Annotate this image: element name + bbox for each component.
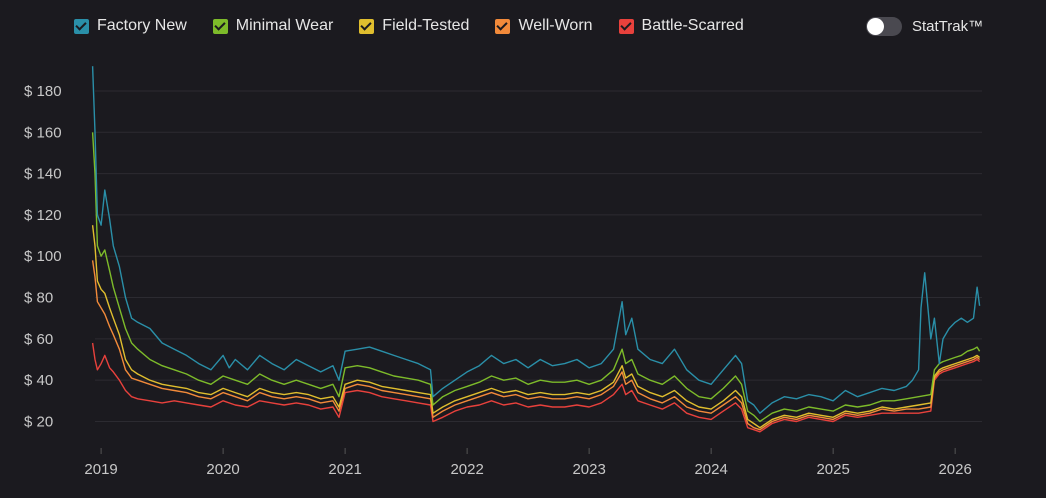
y-tick-label: $ 180 [24, 83, 62, 100]
legend-label: Factory New [97, 17, 187, 34]
legend-label: Minimal Wear [235, 17, 334, 34]
y-tick-label: $ 140 [24, 166, 62, 183]
y-tick-label: $ 40 [24, 372, 53, 389]
y-tick-label: $ 60 [24, 331, 53, 348]
stattrak-toggle[interactable]: StatTrak™ [866, 17, 983, 36]
legend-item-battle-scarred[interactable]: Battle-Scarred [618, 17, 744, 35]
checkbox-icon[interactable] [359, 18, 375, 34]
x-tick-label: 2019 [84, 461, 117, 478]
legend-label: Field-Tested [382, 17, 470, 34]
legend-label: Well-Worn [518, 17, 593, 34]
legend-item-factory-new[interactable]: Factory New [74, 17, 187, 35]
legend-label: Battle-Scarred [641, 17, 744, 34]
checkbox-icon[interactable] [618, 18, 634, 34]
y-tick-label: $ 20 [24, 413, 53, 430]
checkbox-icon[interactable] [74, 18, 89, 34]
series-line-battle-scarred [91, 342, 981, 433]
legend: Factory New Minimal Wear Field-Tested We… [74, 17, 770, 35]
y-tick-label: $ 120 [24, 207, 62, 224]
series-line-well-worn [91, 260, 981, 431]
y-tick-label: $ 160 [24, 124, 62, 141]
checkbox-icon[interactable] [495, 18, 511, 34]
toggle-knob [867, 18, 884, 35]
toggle-label: StatTrak™ [912, 18, 984, 35]
series-line-minimal-wear [91, 132, 981, 423]
x-tick-label: 2022 [450, 461, 483, 478]
x-tick-label: 2025 [816, 461, 849, 478]
y-tick-label: $ 80 [24, 290, 53, 307]
x-tick-label: 2026 [938, 461, 971, 478]
series-line-field-tested [91, 225, 981, 429]
legend-item-minimal-wear[interactable]: Minimal Wear [212, 17, 334, 35]
series-line-factory-new [91, 66, 981, 414]
y-tick-label: $ 100 [24, 248, 62, 265]
legend-item-well-worn[interactable]: Well-Worn [495, 17, 593, 35]
checkbox-icon[interactable] [212, 18, 228, 34]
x-tick-label: 2020 [206, 461, 239, 478]
x-tick-label: 2024 [694, 461, 727, 478]
legend-item-field-tested[interactable]: Field-Tested [359, 17, 469, 35]
x-tick-label: 2021 [328, 461, 361, 478]
toggle-switch[interactable] [866, 17, 902, 36]
x-tick-label: 2023 [572, 461, 605, 478]
